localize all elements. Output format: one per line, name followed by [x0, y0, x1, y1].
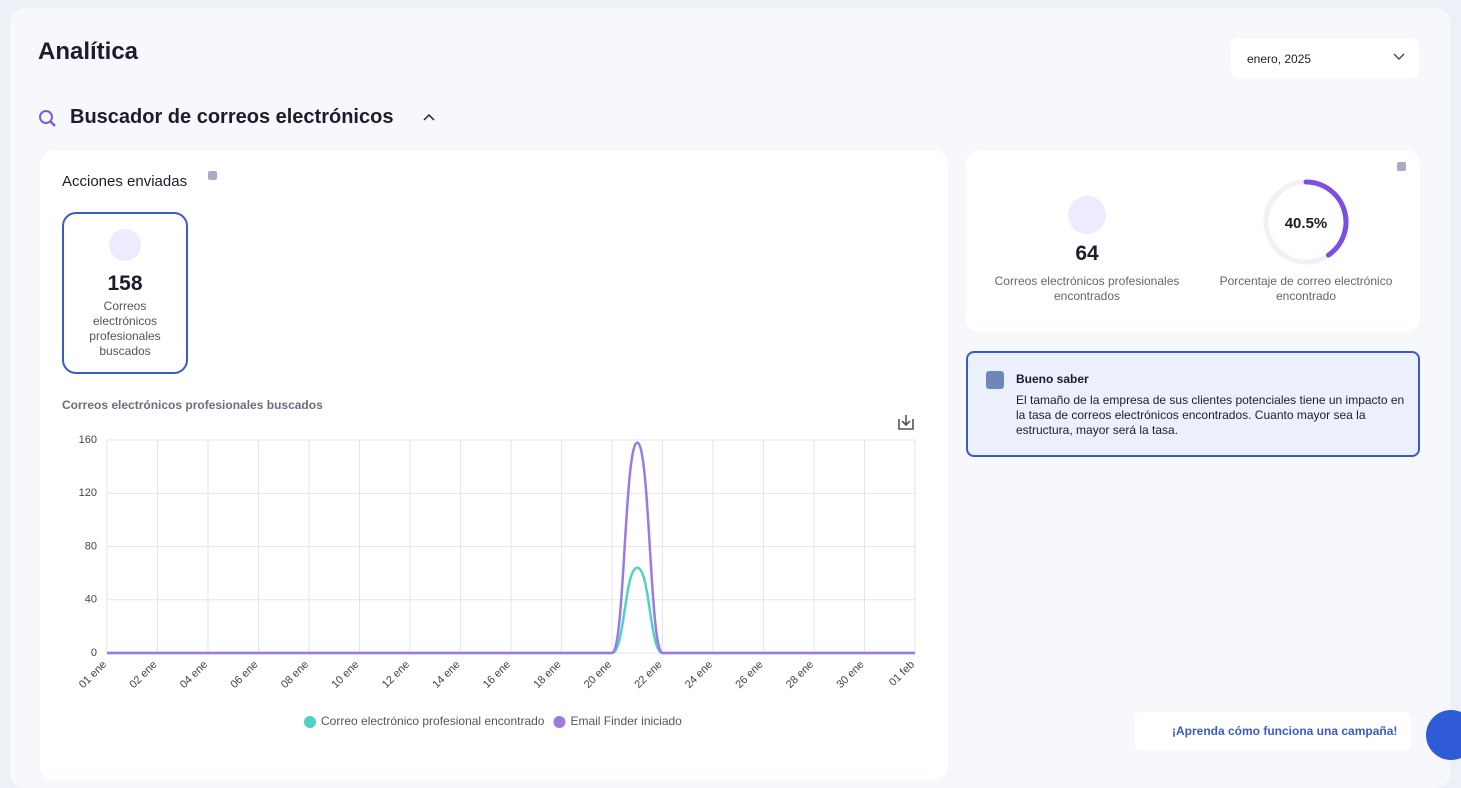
download-icon[interactable] — [897, 413, 915, 431]
summary-card — [966, 150, 1420, 332]
x-tick-label: 26 ene — [733, 659, 765, 691]
tip-box: Bueno saber El tamaño de la empresa de s… — [966, 351, 1420, 457]
x-tick-label: 22 ene — [632, 659, 664, 691]
y-tick-label: 160 — [79, 434, 97, 446]
x-tick-label: 01 feb — [887, 659, 917, 689]
gauge-arc — [1303, 179, 1349, 258]
x-tick-label: 30 ene — [834, 659, 866, 691]
x-tick-label: 12 ene — [380, 659, 412, 691]
series-line — [107, 441, 915, 655]
y-tick-label: 120 — [79, 487, 97, 499]
x-tick-label: 01 ene — [77, 659, 109, 691]
section-title: Buscador de correos electrónicos — [70, 106, 394, 128]
legend-swatch — [553, 716, 566, 728]
x-tick-label: 10 ene — [329, 659, 361, 691]
found-label: Correos electrónicos profesionales encon… — [994, 274, 1180, 303]
y-tick-label: 0 — [91, 647, 97, 659]
stat-icon — [109, 229, 141, 261]
x-tick-label: 20 ene — [582, 659, 614, 691]
chevron-icon — [1393, 53, 1405, 60]
page-title: Analítica — [38, 38, 139, 65]
x-tick-label: 16 ene — [481, 659, 513, 691]
y-tick-label: 40 — [85, 594, 97, 606]
month-select[interactable]: enero, 2025 — [1231, 38, 1419, 78]
info-icon[interactable] — [1397, 162, 1406, 171]
legend-label: Email Finder iniciado — [570, 714, 682, 728]
stat-tile[interactable]: 158 Correos electrónicos profesionales b… — [62, 212, 188, 374]
x-tick-label: 28 ene — [784, 659, 816, 691]
x-tick-label: 02 ene — [127, 659, 159, 691]
percent-value: 40.5% — [1285, 215, 1328, 232]
tip-title: Bueno saber — [1016, 372, 1089, 386]
card-title: Acciones enviadas — [62, 173, 188, 190]
x-tick-label: 24 ene — [683, 659, 715, 691]
month-select-text: enero, 2025 — [1247, 52, 1312, 66]
stat-label: Correos electrónicos profesionales busca… — [89, 299, 161, 358]
campaign-link[interactable]: ¡Aprenda cómo funciona una campaña! — [1135, 712, 1411, 750]
tip-text: El tamaño de la empresa de sus clientes … — [1016, 393, 1405, 437]
actions-card — [40, 150, 948, 780]
search-icon — [39, 110, 56, 127]
found-value: 64 — [1075, 242, 1099, 265]
info-icon[interactable] — [208, 171, 217, 180]
x-tick-label: 14 ene — [430, 659, 462, 691]
found-icon — [1068, 196, 1106, 234]
line-chart: 0 40 80 120 160 01 ene 02 ene 04 ene 06 ene 08 en… — [77, 434, 917, 728]
collapse-icon[interactable] — [423, 113, 435, 123]
percent-label: Porcentaje de correo electrónico encontr… — [1219, 274, 1393, 303]
stat-value: 158 — [107, 272, 143, 295]
y-tick-label: 80 — [85, 540, 97, 552]
x-tick-label: 18 ene — [531, 659, 563, 691]
page: Analítica enero, 2025 Buscador de correo… — [38, 38, 1461, 760]
chat-button[interactable] — [1426, 710, 1461, 760]
x-tick-label: 04 ene — [178, 659, 210, 691]
chart-title: Correos electrónicos profesionales busca… — [62, 398, 323, 412]
x-tick-label: 08 ene — [279, 659, 311, 691]
legend-label: Correo electrónico profesional encontrad… — [321, 714, 545, 728]
tip-icon — [986, 371, 1004, 389]
campaign-link-text: ¡Aprenda cómo funciona una campaña! — [1172, 724, 1398, 738]
percent-gauge: 40.5% — [1263, 179, 1349, 265]
legend-swatch — [304, 716, 316, 728]
x-tick-label: 06 ene — [228, 659, 260, 691]
